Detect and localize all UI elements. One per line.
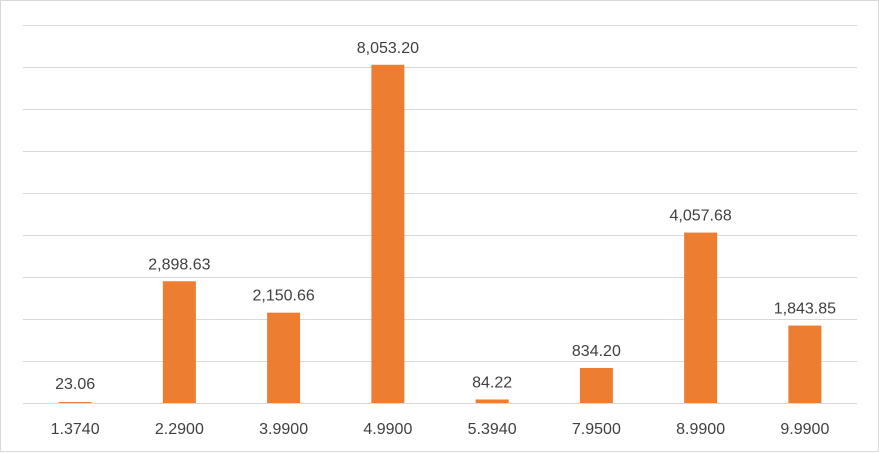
bar — [579, 367, 613, 403]
data-label: 2,898.63 — [148, 256, 210, 273]
data-label: 4,057.68 — [669, 208, 731, 225]
bar — [684, 232, 718, 403]
x-tick-label: 2.2900 — [155, 421, 204, 438]
bars — [58, 64, 822, 403]
data-labels: 23.06 2,898.63 2,150.66 8,053.20 84.22 834.20… — [55, 40, 836, 393]
gridlines — [23, 25, 857, 404]
x-tick-label: 4.9900 — [363, 421, 412, 438]
x-tick-label: 8.9900 — [676, 421, 725, 438]
x-tick-label: 3.9900 — [259, 421, 308, 438]
data-label: 23.06 — [55, 376, 95, 393]
bar — [371, 64, 405, 403]
data-label: 8,053.20 — [357, 40, 419, 57]
x-tick-label: 5.3940 — [468, 421, 517, 438]
bar — [162, 281, 196, 403]
bar — [788, 325, 822, 403]
x-axis-tick-labels: 1.3740 2.2900 3.9900 4.9900 5.3940 7.9500 8.99… — [51, 421, 830, 438]
data-label: 84.22 — [472, 374, 512, 391]
x-tick-label: 9.9900 — [780, 421, 829, 438]
data-label: 1,843.85 — [774, 301, 836, 318]
x-tick-label: 7.9500 — [572, 421, 621, 438]
x-tick-label: 1.3740 — [51, 421, 100, 438]
bar — [58, 402, 92, 403]
data-label: 2,150.66 — [252, 288, 314, 305]
bar — [475, 399, 509, 403]
bar — [267, 312, 301, 403]
data-label: 834.20 — [572, 343, 621, 360]
